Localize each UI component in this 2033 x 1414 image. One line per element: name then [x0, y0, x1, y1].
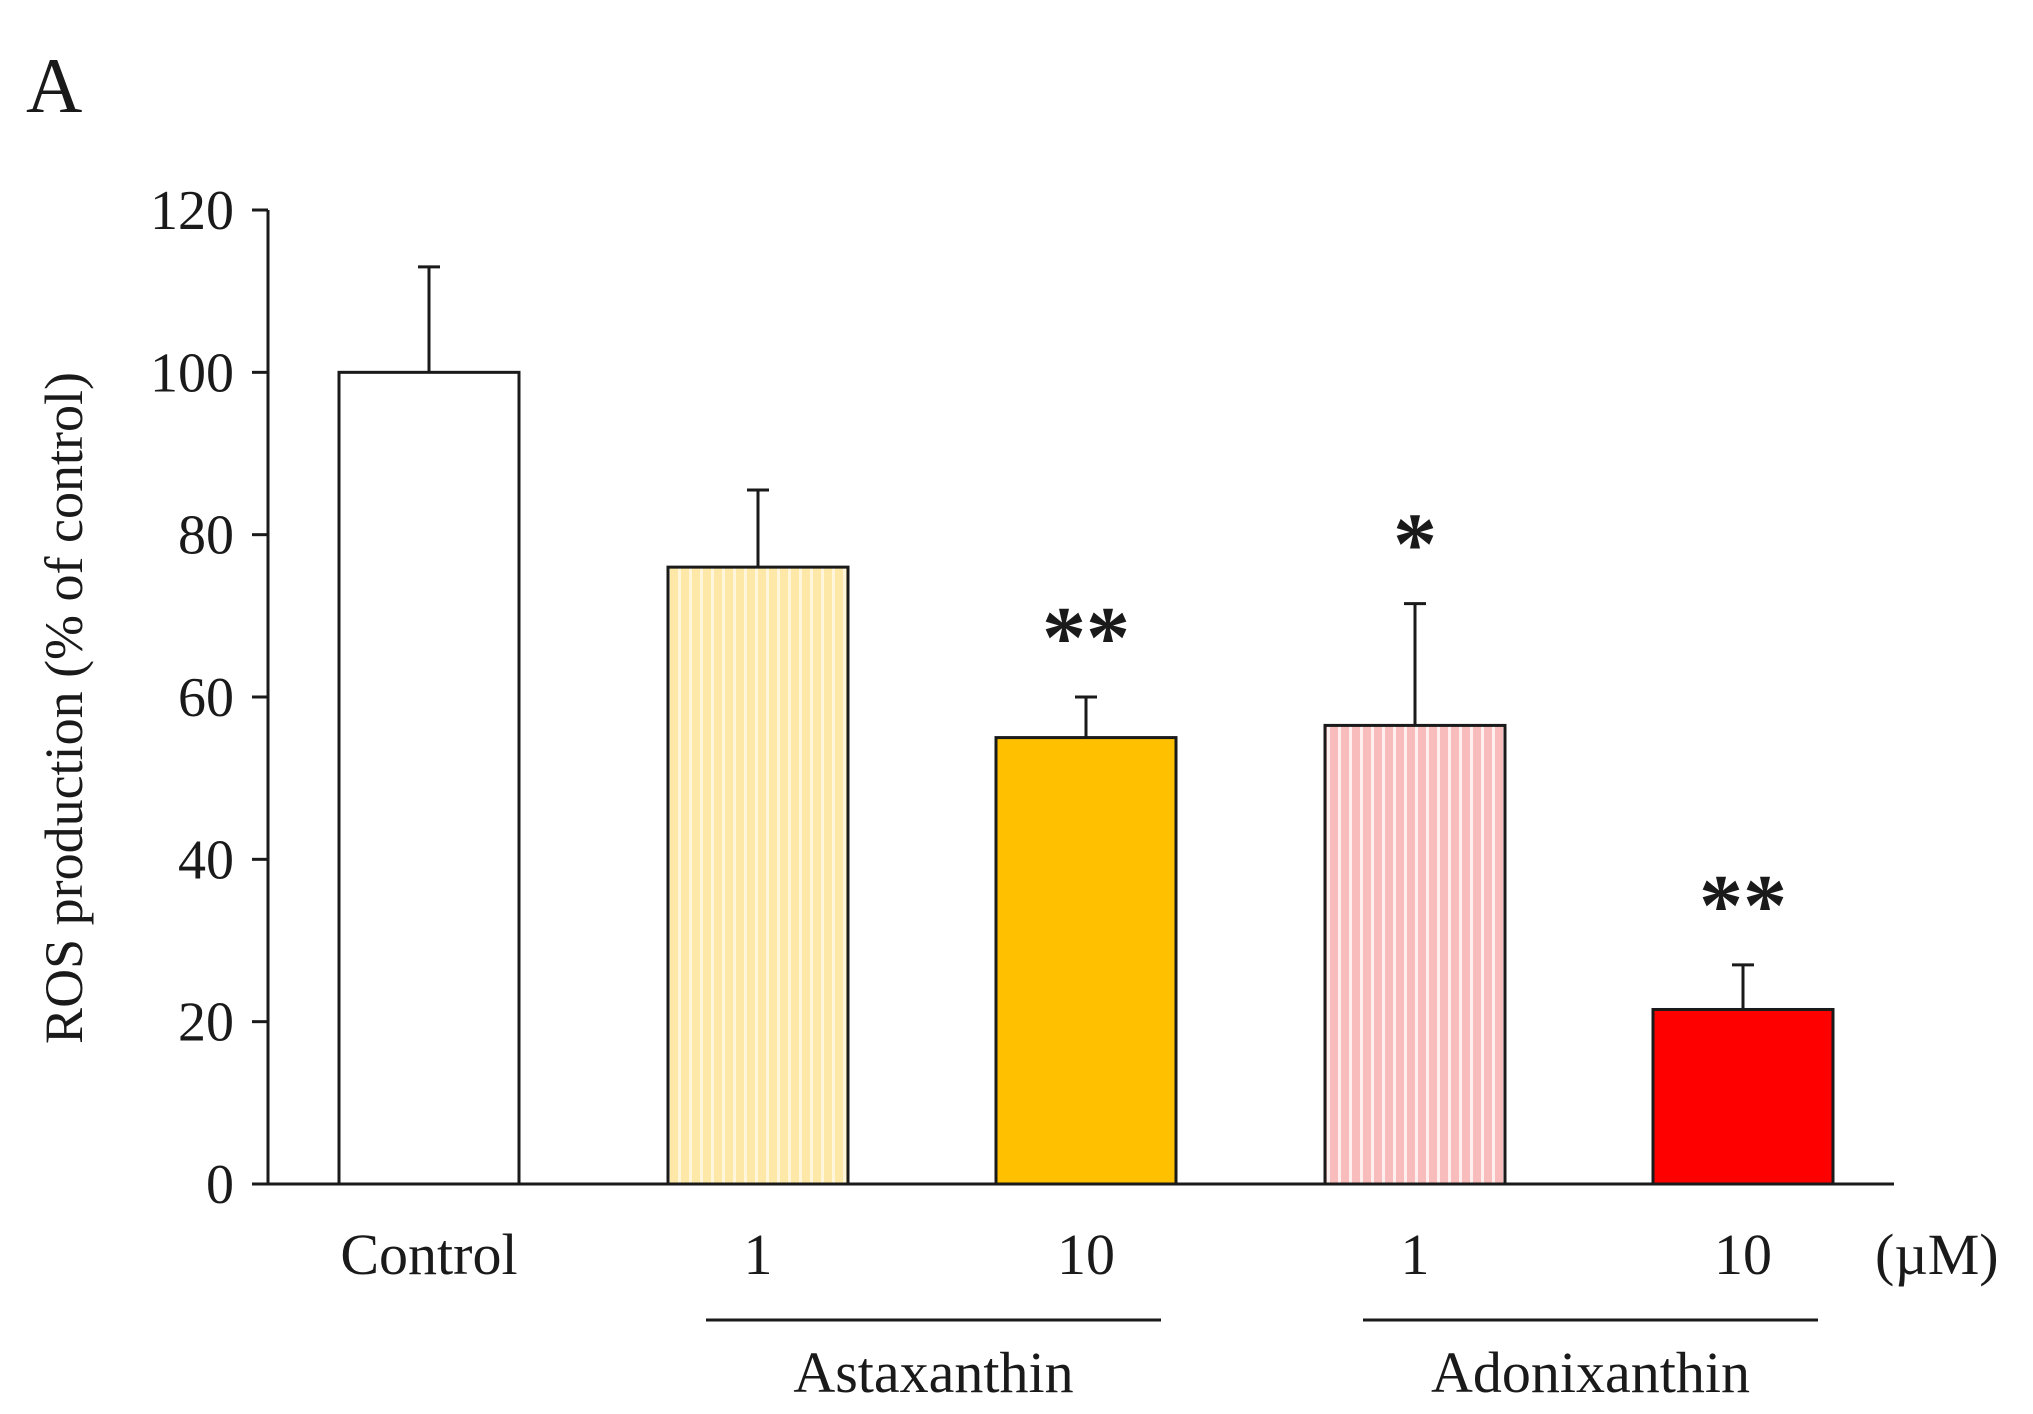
category-label-3: 1	[1401, 1222, 1430, 1287]
category-label-4: 10	[1714, 1222, 1772, 1287]
group-label-1: Adonixanthin	[1431, 1340, 1750, 1405]
unit-label: (µM)	[1875, 1222, 1999, 1287]
bar-2	[994, 736, 1178, 1186]
group-labels: Astaxanthin Adonixanthin	[706, 1318, 1818, 1405]
significance-marks: *****	[1042, 497, 1787, 955]
panel-label: A	[26, 42, 82, 129]
bar-0	[337, 370, 521, 1186]
significance-mark-3: *	[1393, 497, 1437, 594]
category-label-2: 10	[1057, 1222, 1115, 1287]
y-tick-label: 120	[150, 180, 234, 242]
category-labels: Control 1 10 1 10	[340, 1222, 1772, 1287]
category-label-1: 1	[744, 1222, 773, 1287]
error-bars	[418, 265, 1754, 1010]
category-label-0: Control	[340, 1222, 517, 1287]
bar-4	[1651, 1007, 1835, 1186]
bar-1	[666, 565, 850, 1186]
y-tick-label: 20	[178, 992, 234, 1054]
y-ticks: 0 20 40 60 80 100 120	[150, 180, 268, 1216]
y-tick-label: 80	[178, 505, 234, 567]
y-tick-label: 0	[206, 1154, 234, 1216]
y-tick-label: 100	[150, 342, 234, 404]
significance-mark-4: **	[1699, 858, 1787, 955]
significance-mark-2: **	[1042, 590, 1130, 687]
bar-3	[1323, 723, 1507, 1186]
y-tick-label: 40	[178, 829, 234, 891]
bars	[337, 370, 1835, 1186]
y-axis-label: ROS production (% of control)	[34, 372, 94, 1044]
y-tick-label: 60	[178, 667, 234, 729]
group-label-0: Astaxanthin	[793, 1340, 1073, 1405]
